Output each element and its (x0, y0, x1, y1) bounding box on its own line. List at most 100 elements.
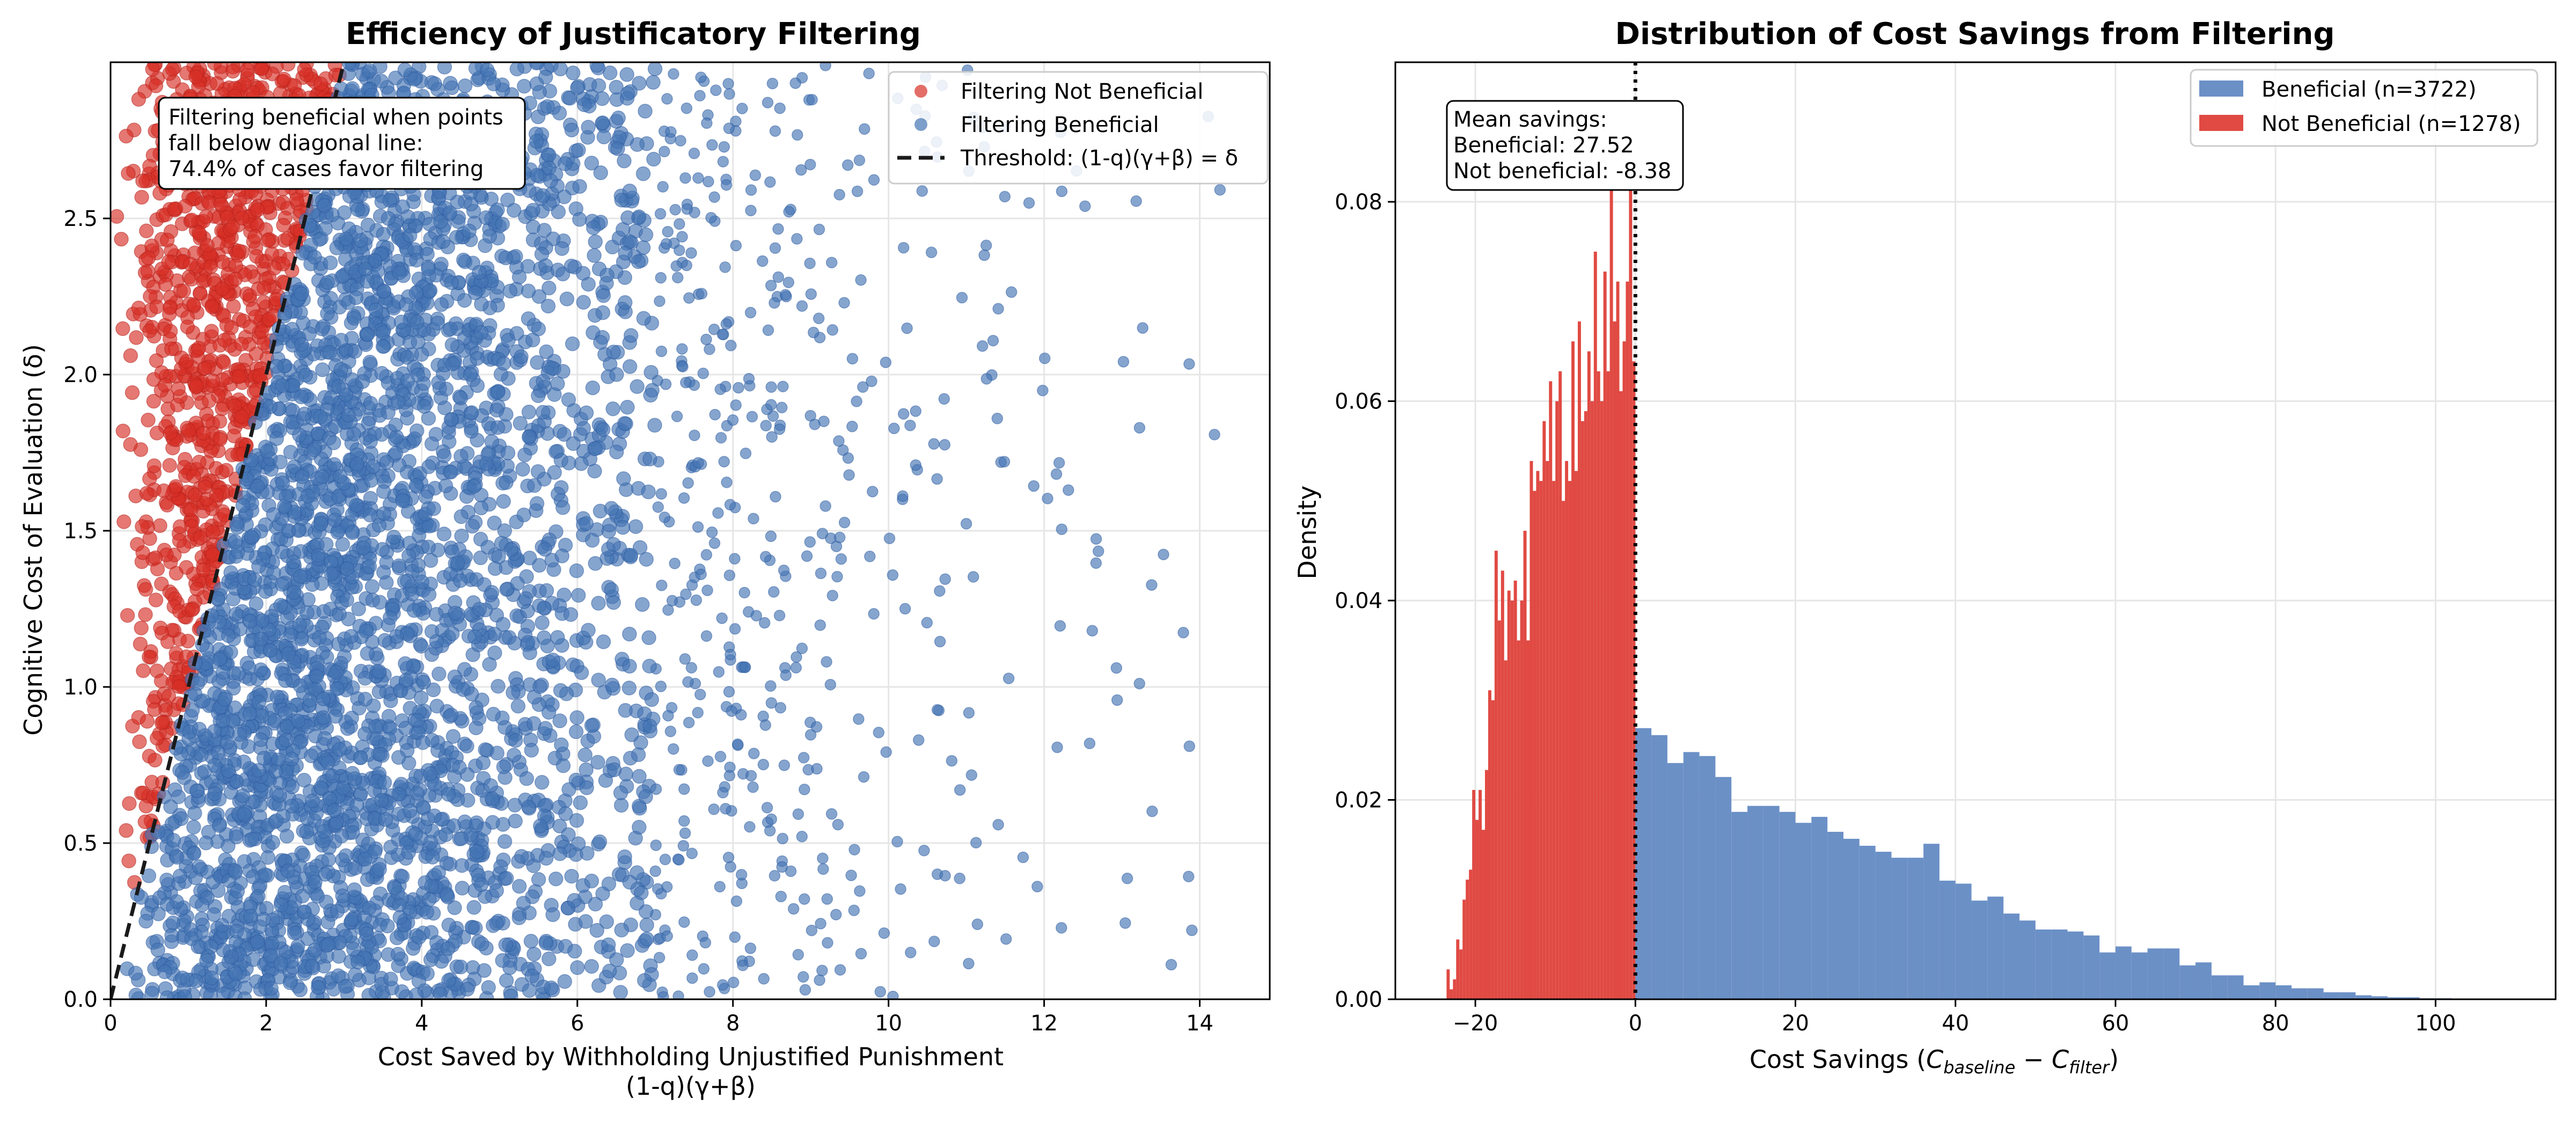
scatter-point-not-beneficial (121, 853, 136, 868)
scatter-point-not-beneficial (139, 486, 155, 501)
scatter-point-beneficial (487, 561, 503, 576)
scatter-point-beneficial (635, 166, 651, 181)
scatter-point-beneficial (380, 918, 395, 934)
scatter-point-beneficial (536, 188, 551, 203)
scatter-point-beneficial (554, 548, 570, 564)
scatter-point-beneficial (868, 174, 880, 186)
scatter-point-beneficial (144, 985, 159, 999)
scatter-point-beneficial (1056, 922, 1067, 934)
scatter-point-beneficial (536, 374, 551, 389)
scatter-point-beneficial (897, 408, 910, 420)
scatter-point-beneficial (746, 411, 758, 423)
scatter-point-beneficial (833, 531, 846, 544)
scatter-point-beneficial (414, 639, 429, 654)
scatter-point-beneficial (931, 704, 943, 716)
scatter-point-not-beneficial (254, 62, 269, 76)
scatter-point-beneficial (306, 442, 321, 457)
scatter-point-beneficial (826, 324, 839, 336)
scatter-point-beneficial (513, 416, 528, 431)
scatter-point-beneficial (358, 624, 374, 639)
scatter-point-beneficial (523, 934, 539, 949)
scatter-point-not-beneficial (264, 246, 280, 261)
scatter-point-beneficial (283, 627, 298, 642)
scatter-point-beneficial (332, 742, 347, 757)
scatter-point-beneficial (368, 302, 383, 318)
scatter-point-beneficial (444, 337, 460, 353)
scatter-point-beneficial (426, 501, 442, 516)
scatter-point-beneficial (796, 642, 808, 654)
scatter-point-beneficial (541, 280, 557, 296)
scatter-point-beneficial (278, 673, 293, 688)
scatter-point-beneficial (391, 558, 407, 573)
scatter-point-beneficial (690, 594, 702, 606)
scatter-point-not-beneficial (289, 192, 304, 207)
scatter-point-beneficial (243, 614, 258, 629)
scatter-point-beneficial (355, 374, 370, 389)
scatter-point-not-beneficial (154, 715, 170, 730)
scatter-point-beneficial (680, 259, 693, 272)
scatter-point-beneficial (409, 314, 425, 330)
scatter-point-beneficial (700, 333, 712, 346)
scatter-point-not-beneficial (188, 69, 203, 84)
scatter-point-beneficial (244, 529, 259, 545)
scatter-point-beneficial (498, 937, 514, 953)
scatter-point-beneficial (601, 876, 617, 891)
scatter-point-beneficial (232, 727, 247, 742)
scatter-point-beneficial (299, 605, 315, 620)
scatter-point-beneficial (503, 542, 519, 557)
scatter-point-beneficial (606, 595, 621, 610)
scatter-point-beneficial (633, 735, 648, 750)
scatter-point-beneficial (374, 74, 389, 89)
scatter-point-beneficial (574, 665, 589, 680)
scatter-point-not-beneficial (162, 458, 177, 473)
scatter-point-not-beneficial (140, 714, 155, 729)
scatter-point-beneficial (804, 257, 816, 269)
scatter-point-beneficial (821, 893, 833, 905)
scatter-point-beneficial (291, 523, 306, 538)
scatter-point-beneficial (643, 387, 658, 403)
scatter-point-not-beneficial (139, 223, 154, 239)
scatter-point-beneficial (414, 574, 429, 590)
scatter-point-beneficial (602, 963, 617, 979)
scatter-point-beneficial (606, 762, 622, 778)
scatter-point-beneficial (689, 429, 700, 441)
scatter-point-beneficial (525, 202, 540, 218)
scatter-point-beneficial (217, 692, 232, 707)
scatter-point-beneficial (1177, 627, 1189, 639)
scatter-point-beneficial (514, 848, 529, 864)
scatter-point-beneficial (641, 484, 656, 500)
scatter-point-not-beneficial (161, 689, 177, 704)
scatter-point-beneficial (383, 693, 398, 708)
scatter-point-beneficial (1028, 480, 1040, 492)
scatter-point-beneficial (534, 246, 550, 262)
scatter-point-beneficial (737, 960, 749, 971)
scatter-point-beneficial (308, 874, 323, 889)
scatter-point-beneficial (348, 290, 364, 305)
scatter-point-beneficial (765, 813, 778, 825)
scatter-point-beneficial (481, 980, 496, 995)
scatter-point-beneficial (398, 297, 414, 312)
scatter-point-not-beneficial (134, 189, 149, 205)
scatter-point-beneficial (374, 793, 389, 808)
scatter-point-beneficial (495, 216, 510, 232)
scatter-point-beneficial (383, 971, 398, 986)
scatter-point-beneficial (313, 780, 328, 795)
scatter-point-beneficial (705, 211, 717, 224)
scatter-point-beneficial (721, 477, 733, 488)
scatter-point-beneficial (427, 76, 442, 91)
scatter-point-beneficial (668, 743, 679, 755)
scatter-point-not-beneficial (149, 730, 165, 746)
scatter-point-beneficial (1133, 422, 1146, 434)
scatter-point-beneficial (905, 947, 917, 958)
scatter-point-beneficial (317, 731, 332, 746)
scatter-point-beneficial (495, 953, 510, 968)
scatter-point-beneficial (360, 327, 375, 342)
scatter-point-beneficial (350, 202, 365, 217)
scatter-point-beneficial (588, 234, 603, 250)
scatter-point-beneficial (806, 93, 818, 106)
scatter-point-beneficial (436, 448, 452, 463)
scatter-point-beneficial (344, 711, 360, 726)
scatter-point-beneficial (304, 748, 319, 764)
scatter-point-beneficial (293, 569, 308, 584)
scatter-point-beneficial (407, 71, 422, 87)
